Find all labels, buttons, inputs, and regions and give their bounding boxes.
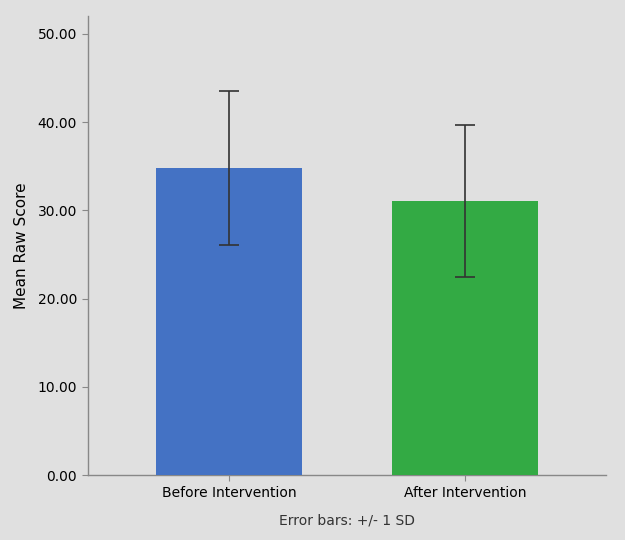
Bar [392, 201, 538, 475]
Y-axis label: Mean Raw Score: Mean Raw Score [14, 183, 29, 309]
X-axis label: Error bars: +/- 1 SD: Error bars: +/- 1 SD [279, 514, 415, 528]
Bar [156, 168, 302, 475]
